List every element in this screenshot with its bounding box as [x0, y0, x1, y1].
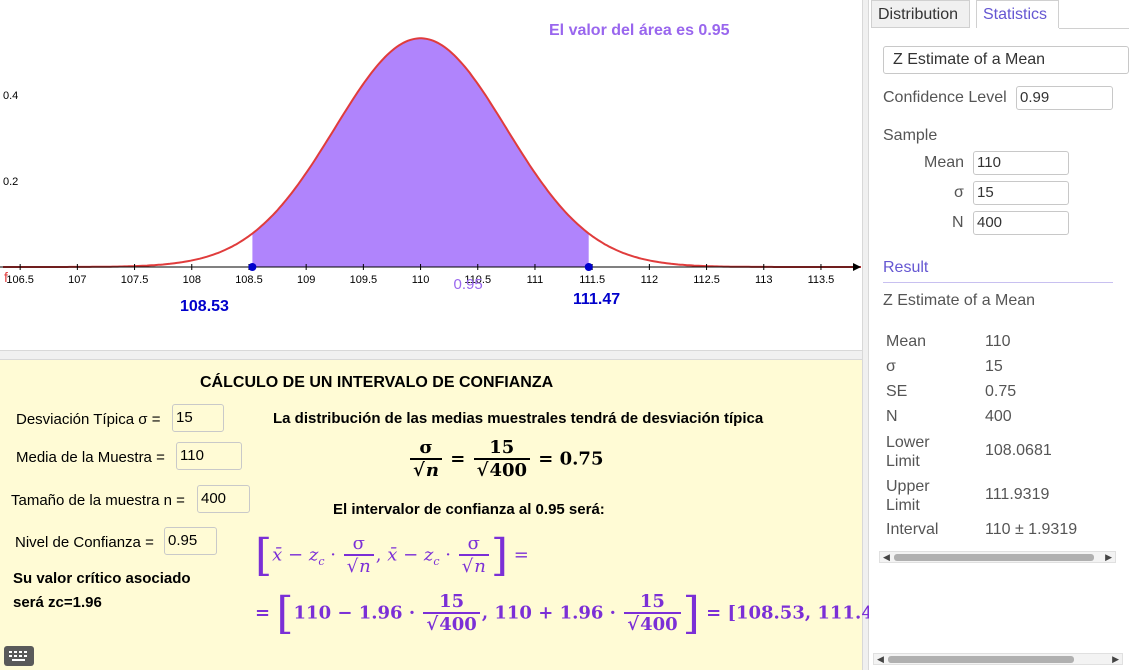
panel-title: CÁLCULO DE UN INTERVALO DE CONFIANZA	[200, 374, 554, 391]
result-label: SE	[886, 383, 908, 400]
x-tick-label: 112.5	[693, 274, 720, 286]
sample-n-input[interactable]: 400	[973, 211, 1069, 235]
y-tick-label: 0.2	[3, 176, 18, 188]
sample-heading: Sample	[883, 127, 938, 144]
sample-sigma-input[interactable]: 15	[973, 181, 1069, 205]
tab-underline	[1059, 28, 1129, 29]
area-value-label: 0.95	[454, 276, 483, 293]
mean-label: Media de la Muestra =	[16, 449, 165, 466]
result-value: 400	[985, 408, 1012, 425]
tab-statistics[interactable]: Statistics	[976, 0, 1059, 28]
critical-value-line2: será zc=1.96	[13, 594, 102, 611]
y-tick-label: 0.4	[3, 90, 18, 102]
sigma-input[interactable]: 15	[172, 404, 224, 432]
x-tick-labels: 106.5 107 107.5 108 108.5 109 109.5 110 110.5 111…	[6, 274, 834, 286]
x-tick-label: 112	[641, 274, 659, 286]
result-label: Mean	[886, 333, 927, 350]
numeric-interval-formula: = [110 − 1.96 · 15 √400, 110 + 1.96 · 15 √…	[255, 588, 895, 639]
sigma-label: Desviación Típica σ =	[16, 411, 161, 428]
x-tick-label: 113.5	[808, 274, 835, 286]
confidence-level-label: Confidence Level	[883, 89, 1007, 106]
density-curve[interactable]	[3, 37, 861, 268]
x-tick-label: 106.5	[6, 274, 34, 286]
result-divider	[883, 282, 1113, 283]
left-bound-point[interactable]	[248, 263, 257, 271]
result-scrollbar[interactable]: ◀ ▶	[879, 551, 1116, 563]
area-caption: El valor del área es 0.95	[549, 22, 730, 39]
right-bound-label: 111.47	[573, 291, 621, 308]
result-value: 0.75	[985, 383, 1017, 400]
mean-input[interactable]: 110	[176, 442, 242, 470]
x-tick-label: 108.5	[235, 274, 263, 286]
confidence-level-input[interactable]: 0.99	[1016, 86, 1113, 110]
panel-scrollbar[interactable]: ◀ ▶	[873, 653, 1123, 665]
critical-value-line1: Su valor crítico asociado	[13, 570, 191, 587]
probability-calculator: Distribution Statistics Z Estimate of a …	[869, 0, 1129, 670]
graphics-view[interactable]: 106.5 107 107.5 108 108.5 109 109.5 110 110.5 111…	[0, 0, 862, 350]
x-tick-label: 107.5	[121, 274, 149, 286]
x-tick-label: 111.5	[579, 274, 605, 286]
result-value: 111.9319	[985, 486, 1050, 503]
result-label: Upper Limit	[886, 478, 930, 514]
y-tick-labels: 0.4 0.2	[3, 90, 18, 188]
result-title: Z Estimate of a Mean	[883, 292, 1036, 309]
calculation-panel: CÁLCULO DE UN INTERVALO DE CONFIANZA Des…	[0, 360, 895, 670]
x-tick-label: 113	[755, 274, 773, 286]
x-tick-label: 110.5	[464, 274, 491, 286]
result-value: 110 ± 1.9319	[985, 521, 1078, 538]
x-tick-label: 109	[297, 274, 315, 286]
result-value: 15	[985, 358, 1003, 375]
result-label: σ	[886, 358, 896, 375]
sample-mean-input[interactable]: 110	[973, 151, 1069, 175]
function-label: f	[4, 269, 8, 285]
x-axis-arrow	[853, 263, 861, 271]
sample-size-label: Tamaño de la muestra n =	[11, 492, 185, 509]
sd-formula: σ √n = 15 √400 = 0.75	[408, 438, 604, 481]
sample-n-label: N	[952, 214, 964, 231]
x-tick-label: 111	[527, 274, 544, 286]
result-value: 108.0681	[985, 442, 1052, 459]
confidence-input[interactable]: 0.95	[164, 527, 217, 555]
x-tick-label: 108	[183, 274, 201, 286]
shaded-area	[252, 38, 589, 267]
result-label: Interval	[886, 521, 939, 538]
generic-interval-formula: [x̄ − zc · σ √n, x̄ − zc · σ √n] =	[255, 530, 529, 581]
right-bound-point[interactable]	[584, 263, 593, 271]
result-label: Lower Limit	[886, 434, 930, 470]
x-tick-label: 110	[412, 274, 430, 286]
view-separator[interactable]	[0, 350, 862, 360]
x-tick-label: 107	[68, 274, 86, 286]
x-tick-label: 109.5	[350, 274, 378, 286]
normal-distribution-plot[interactable]: 106.5 107 107.5 108 108.5 109 109.5 110 110.5 111…	[0, 0, 862, 350]
sample-size-input[interactable]: 400	[197, 485, 250, 513]
keyboard-icon[interactable]	[4, 646, 34, 666]
panel-divider[interactable]	[862, 0, 869, 670]
interval-text: El intervalor de confianza al 0.95 será:	[333, 501, 605, 518]
procedure-dropdown[interactable]: Z Estimate of a Mean	[883, 46, 1129, 74]
tab-distribution[interactable]: Distribution	[871, 0, 970, 28]
sample-sigma-label: σ	[954, 184, 964, 201]
distribution-text: La distribución de las medias muestrales…	[273, 410, 764, 427]
confidence-label: Nivel de Confianza =	[15, 534, 154, 551]
result-label: N	[886, 408, 898, 425]
sample-mean-label: Mean	[924, 154, 965, 171]
result-value: 110	[985, 333, 1011, 350]
left-bound-label: 108.53	[180, 298, 229, 315]
result-heading: Result	[883, 259, 929, 276]
